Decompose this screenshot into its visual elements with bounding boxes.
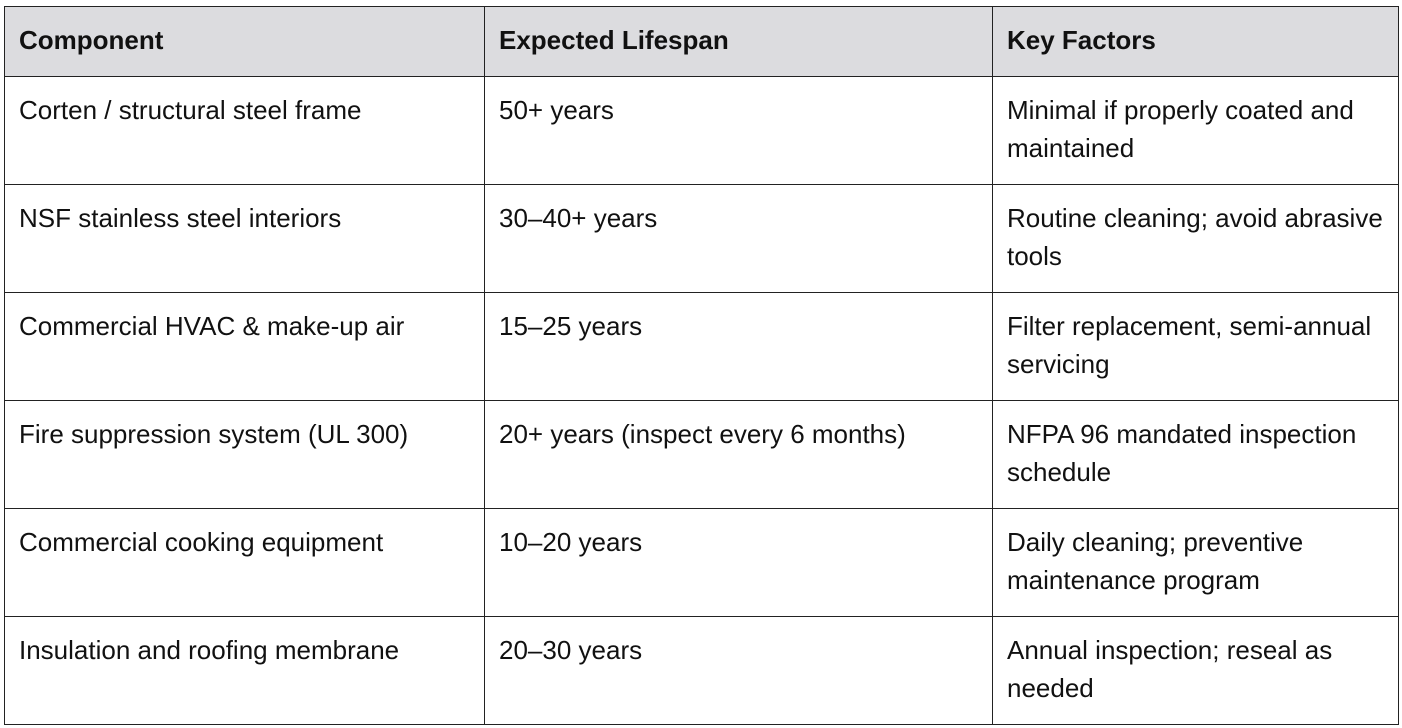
header-cell: Component	[4, 6, 485, 77]
header-row: Component Expected Lifespan Key Factors	[4, 6, 1399, 77]
table-header: Component Expected Lifespan Key Factors	[4, 6, 1399, 77]
table-body: Corten / structural steel frame 50+ years…	[4, 76, 1399, 725]
table-row: Corten / structural steel frame 50+ years…	[4, 76, 1399, 185]
table-cell: Minimal if properly coated and maintaine…	[992, 76, 1399, 185]
lifespan-table: Component Expected Lifespan Key Factors Co…	[4, 6, 1399, 725]
table-row: Fire suppression system (UL 300) 20+ year…	[4, 400, 1399, 509]
table-cell: Filter replacement, semi-annual servicin…	[992, 292, 1399, 401]
table-cell: 50+ years	[484, 76, 993, 185]
table-cell: 10–20 years	[484, 508, 993, 617]
table-cell: NFPA 96 mandated inspection schedule	[992, 400, 1399, 509]
table-cell: NSF stainless steel interiors	[4, 184, 485, 293]
table-cell: Corten / structural steel frame	[4, 76, 485, 185]
table-cell: Commercial cooking equipment	[4, 508, 485, 617]
table-cell: Commercial HVAC & make-up air	[4, 292, 485, 401]
table-cell: Fire suppression system (UL 300)	[4, 400, 485, 509]
table-cell: 15–25 years	[484, 292, 993, 401]
table-row: Commercial HVAC & make-up air 15–25 years…	[4, 292, 1399, 401]
table-row: Insulation and roofing membrane 20–30 yea…	[4, 616, 1399, 725]
table-cell: Annual inspection; reseal as needed	[992, 616, 1399, 725]
header-cell: Expected Lifespan	[484, 6, 993, 77]
table-cell: 20–30 years	[484, 616, 993, 725]
table-row: Commercial cooking equipment 10–20 years D…	[4, 508, 1399, 617]
header-cell: Key Factors	[992, 6, 1399, 77]
table-cell: Routine cleaning; avoid abrasive tools	[992, 184, 1399, 293]
table-cell: 20+ years (inspect every 6 months)	[484, 400, 993, 509]
table-row: NSF stainless steel interiors 30–40+ year…	[4, 184, 1399, 293]
table-cell: Daily cleaning; preventive maintenance p…	[992, 508, 1399, 617]
table-cell: 30–40+ years	[484, 184, 993, 293]
table-cell: Insulation and roofing membrane	[4, 616, 485, 725]
